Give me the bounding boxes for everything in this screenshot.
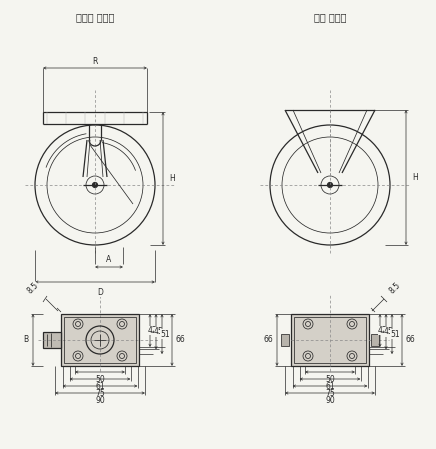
Text: 스위벨 캐스터: 스위벨 캐스터 bbox=[76, 12, 114, 22]
Text: 45: 45 bbox=[154, 327, 164, 336]
Text: B: B bbox=[23, 335, 28, 344]
Text: 75: 75 bbox=[95, 389, 105, 398]
Text: 50: 50 bbox=[95, 375, 105, 384]
Text: D: D bbox=[97, 288, 103, 297]
Bar bbox=[61, 314, 139, 366]
Bar bbox=[294, 317, 366, 363]
Text: 90: 90 bbox=[95, 396, 105, 405]
Bar bbox=[43, 332, 61, 348]
Text: A: A bbox=[106, 255, 112, 264]
Text: 61: 61 bbox=[325, 382, 335, 391]
Text: 75: 75 bbox=[325, 389, 335, 398]
Text: 45: 45 bbox=[384, 327, 394, 336]
Text: 8.5: 8.5 bbox=[25, 280, 40, 295]
Text: 51: 51 bbox=[390, 330, 400, 339]
Text: 42: 42 bbox=[378, 326, 388, 335]
Text: 66: 66 bbox=[405, 335, 415, 344]
Circle shape bbox=[327, 182, 333, 188]
Text: 고정 캐스터: 고정 캐스터 bbox=[314, 12, 346, 22]
Text: R: R bbox=[92, 57, 98, 66]
Bar bbox=[291, 314, 369, 366]
Text: H: H bbox=[169, 174, 175, 183]
Text: 42: 42 bbox=[148, 326, 158, 335]
Bar bbox=[281, 334, 289, 346]
Text: 51: 51 bbox=[160, 330, 170, 339]
Text: 66: 66 bbox=[263, 335, 273, 344]
Bar bbox=[64, 317, 136, 363]
Text: 61: 61 bbox=[95, 382, 105, 391]
Text: 50: 50 bbox=[325, 375, 335, 384]
Bar bbox=[371, 334, 379, 346]
Circle shape bbox=[92, 182, 98, 188]
Text: 8.5: 8.5 bbox=[388, 280, 403, 295]
Text: H: H bbox=[412, 173, 418, 182]
Text: 90: 90 bbox=[325, 396, 335, 405]
Text: 66: 66 bbox=[175, 335, 185, 344]
